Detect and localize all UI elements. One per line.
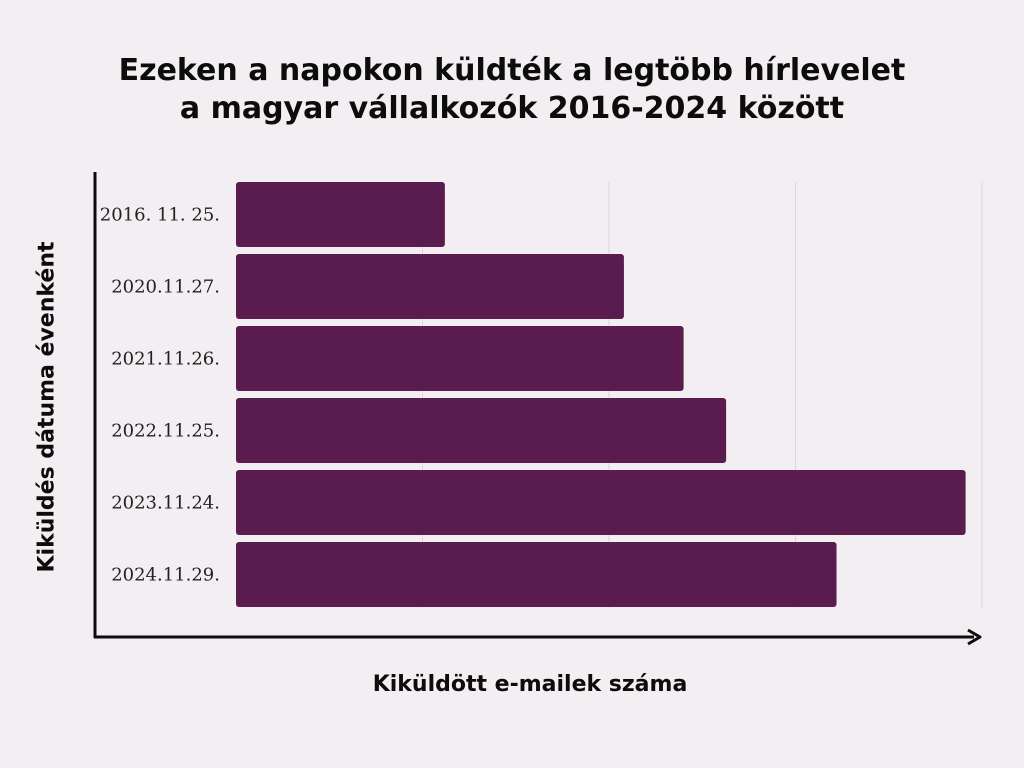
category-labels: 2016. 11. 25. 2020.11.27. 2021.11.26. 2022.…	[100, 205, 220, 586]
bar	[236, 326, 684, 391]
chart-title: Ezeken a napokon küldték a legtöbb hírle…	[0, 52, 1024, 128]
bar	[236, 254, 624, 319]
chart-title-line-2: a magyar vállalkozók 2016-2024 között	[179, 91, 845, 126]
x-axis-label: Kiküldött e-mailek száma	[372, 672, 688, 697]
category-label: 2016. 11. 25.	[100, 205, 220, 226]
y-axis-label: Kiküldés dátuma évenként	[34, 241, 60, 573]
category-label: 2024.11.29.	[111, 565, 220, 586]
grid-lines	[422, 182, 983, 608]
category-label: 2022.11.25.	[111, 421, 220, 442]
category-label: 2023.11.24.	[111, 493, 220, 514]
category-label: 2020.11.27.	[111, 277, 220, 298]
bar	[236, 470, 966, 535]
axes	[93, 172, 982, 646]
bar	[236, 398, 727, 463]
chart-title-line-1: Ezeken a napokon küldték a legtöbb hírle…	[118, 53, 906, 88]
bars	[236, 182, 966, 607]
bar	[236, 182, 445, 247]
category-label: 2021.11.26.	[111, 349, 220, 370]
bar	[236, 542, 837, 607]
x-axis-arrow-icon	[967, 628, 982, 646]
